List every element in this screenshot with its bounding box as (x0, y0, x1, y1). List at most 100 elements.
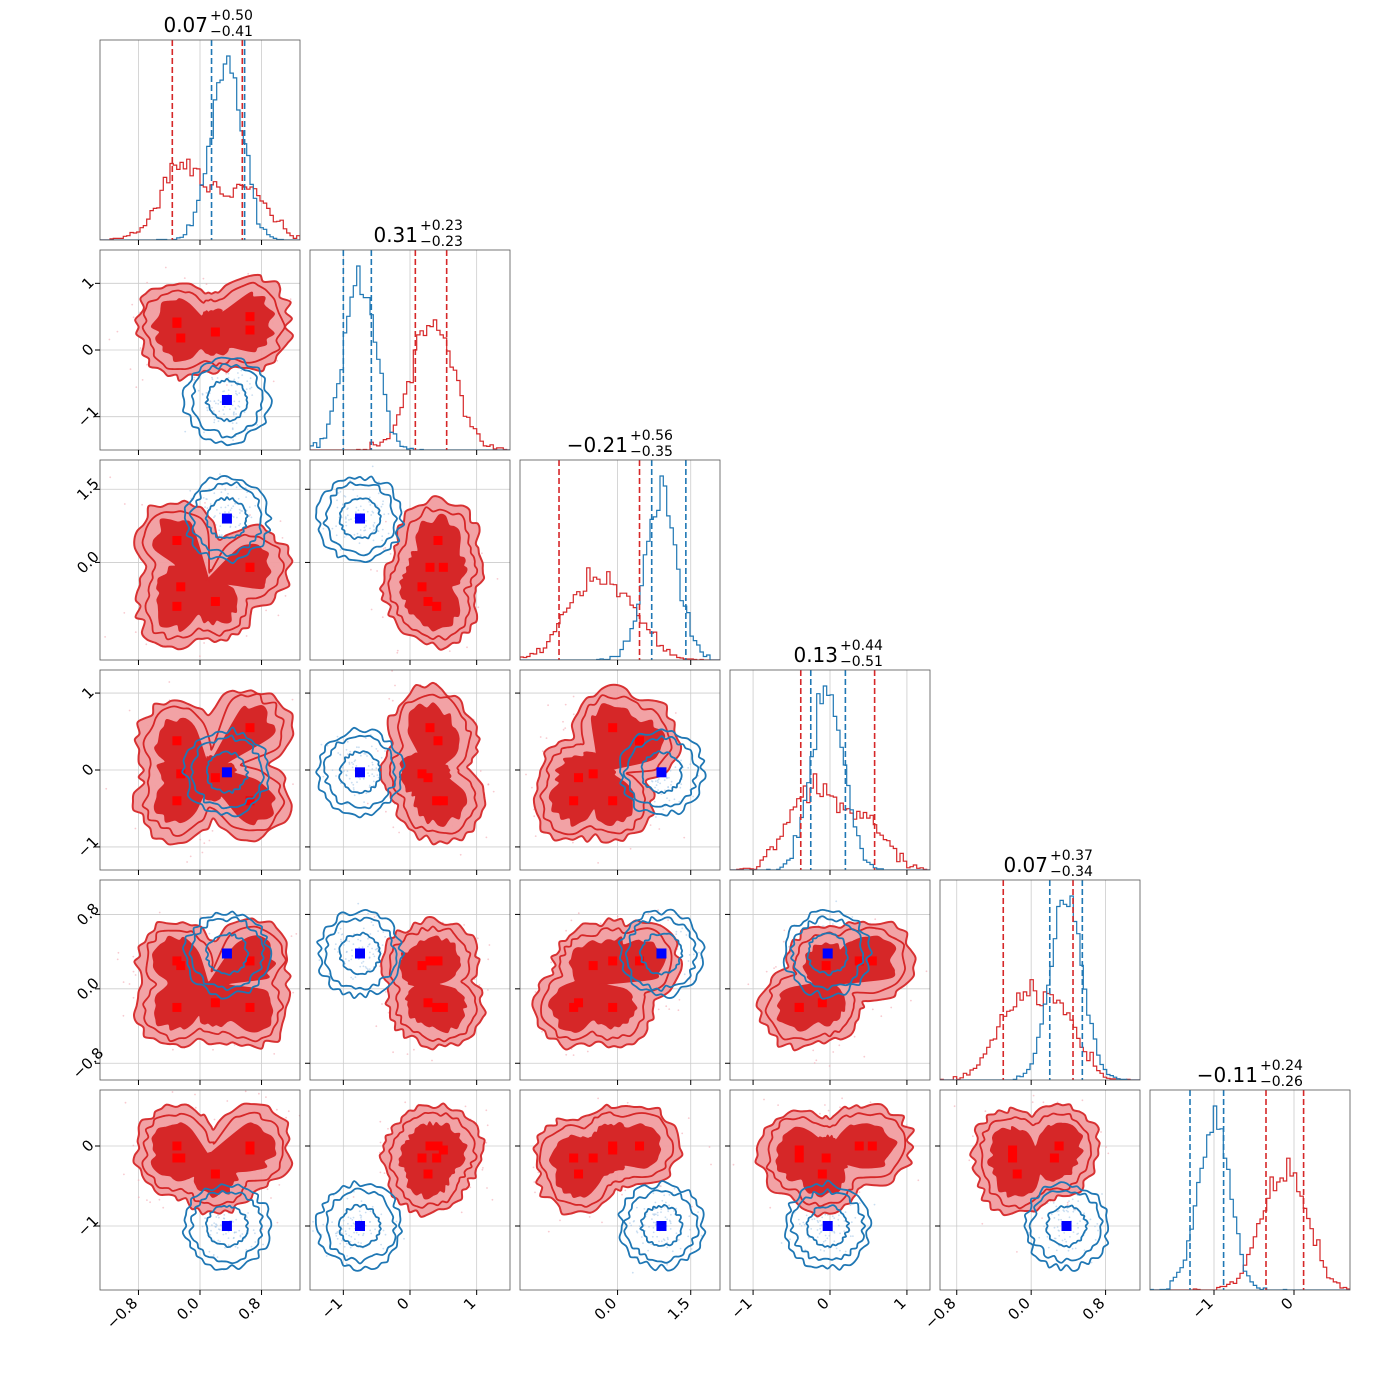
scatter-point-blue (312, 1220, 314, 1223)
scatter-point-red (131, 303, 134, 306)
scatter-point-blue (217, 403, 220, 405)
contour-blue-2 (782, 908, 873, 1000)
scatter-point-blue (356, 746, 358, 749)
scatter-point-blue (223, 1214, 226, 1216)
scatter-point-red (233, 1043, 236, 1046)
scatter-point-blue (234, 526, 237, 528)
scatter-point-red (485, 1141, 488, 1144)
scatter-point-blue (780, 1242, 783, 1244)
scatter-point-blue (372, 511, 375, 514)
scatter-point-red (376, 570, 378, 572)
scatter-point-red (539, 736, 542, 738)
scatter-point-blue (333, 948, 336, 950)
scatter-point-red (777, 1104, 779, 1106)
marker-red (867, 1141, 877, 1151)
scatter-point-red (122, 981, 125, 983)
scatter-point-red (597, 1097, 599, 1100)
scatter-point-blue (236, 393, 239, 396)
scatter-point-red (511, 818, 513, 820)
scatter-point-blue (823, 1250, 826, 1252)
scatter-point-blue (813, 1218, 816, 1220)
scatter-point-blue (336, 1231, 339, 1233)
scatter-point-red (486, 1187, 488, 1189)
marker-blue (221, 767, 232, 778)
scatter-point-blue (660, 1240, 663, 1243)
scatter-point-blue (352, 943, 355, 946)
scatter-point-blue (348, 761, 351, 764)
scatter-point-red (1066, 1204, 1069, 1206)
scatter-point-red (476, 937, 479, 940)
scatter-point-blue (213, 410, 215, 412)
scatter-point-red (616, 915, 619, 918)
marker-red (210, 596, 220, 606)
contour-blue-0 (206, 750, 250, 794)
scatter-point-red (384, 991, 387, 993)
scatter-point-red (1107, 1152, 1110, 1155)
scatter-point-blue (375, 914, 378, 917)
marker-red (433, 736, 443, 746)
scatter-point-red (146, 363, 148, 366)
scatter-point-red (128, 709, 131, 712)
scatter-point-red (381, 616, 384, 619)
contour-blue-1 (1028, 1189, 1104, 1264)
scatter-point-blue (250, 1245, 253, 1248)
contour-blue-1 (624, 916, 698, 992)
scatter-point-blue (227, 1230, 230, 1233)
scatter-point-blue (359, 1214, 362, 1217)
scatter-point-blue (666, 797, 668, 800)
scatter-point-red (122, 1014, 125, 1017)
scatter-point-blue (246, 491, 249, 493)
panel-5-5: −0.11 +0.24−0.26 −1 0 (1149, 1058, 1351, 1322)
scatter-point-blue (678, 800, 681, 803)
title-upper-error-0: +0.50 (210, 8, 253, 24)
scatter-point-blue (235, 422, 238, 424)
scatter-point-blue (669, 1222, 672, 1225)
marker-red (588, 769, 598, 779)
contour-blue-2 (315, 726, 406, 819)
contour-blue-0 (204, 496, 249, 540)
scatter-point-red (382, 548, 385, 550)
marker-red (574, 998, 584, 1008)
scatter-point-red (824, 1104, 826, 1106)
scatter-point-red (202, 277, 205, 280)
scatter-point-red (385, 810, 387, 813)
panel-3-0: −1 0 1 (74, 669, 301, 875)
scatter-point-blue (245, 496, 248, 498)
scatter-point-blue (219, 1224, 222, 1226)
contour-blue-1 (322, 734, 397, 810)
scatter-point-blue (666, 777, 668, 780)
scatter-point-blue (370, 745, 373, 748)
scatter-point-red (905, 1124, 908, 1126)
scatter-point-blue (837, 1218, 840, 1221)
scatter-point-blue (372, 524, 375, 527)
scatter-point-blue (357, 938, 359, 941)
panel-content (312, 1101, 494, 1272)
panel-content (732, 1097, 920, 1271)
scatter-point-blue (211, 378, 214, 381)
scatter-point-red (624, 1189, 627, 1192)
scatter-point-red (204, 502, 206, 504)
marker-red (245, 1002, 255, 1012)
scatter-point-blue (844, 1211, 847, 1213)
marker-red (176, 769, 186, 779)
scatter-point-blue (348, 1227, 351, 1230)
marker-red (432, 1153, 442, 1163)
scatter-point-blue (381, 503, 384, 506)
scatter-point-blue (1072, 1231, 1075, 1233)
contour-red-middle (141, 1111, 284, 1207)
scatter-point-blue (331, 769, 334, 771)
scatter-point-blue (355, 765, 358, 767)
scatter-point-red (277, 614, 280, 617)
scatter-point-blue (231, 422, 234, 424)
scatter-point-red (550, 961, 553, 964)
scatter-point-blue (1101, 1193, 1103, 1195)
scatter-point-blue (238, 1229, 241, 1232)
scatter-point-blue (339, 927, 342, 930)
marker-red (176, 961, 186, 971)
panel-content (316, 902, 491, 1062)
scatter-point-blue (843, 1230, 846, 1233)
scatter-point-blue (820, 1230, 823, 1233)
scatter-point-red (469, 1186, 472, 1189)
panel-5-2: 0.0 1.5 (515, 1089, 721, 1324)
scatter-point-blue (816, 1236, 819, 1238)
